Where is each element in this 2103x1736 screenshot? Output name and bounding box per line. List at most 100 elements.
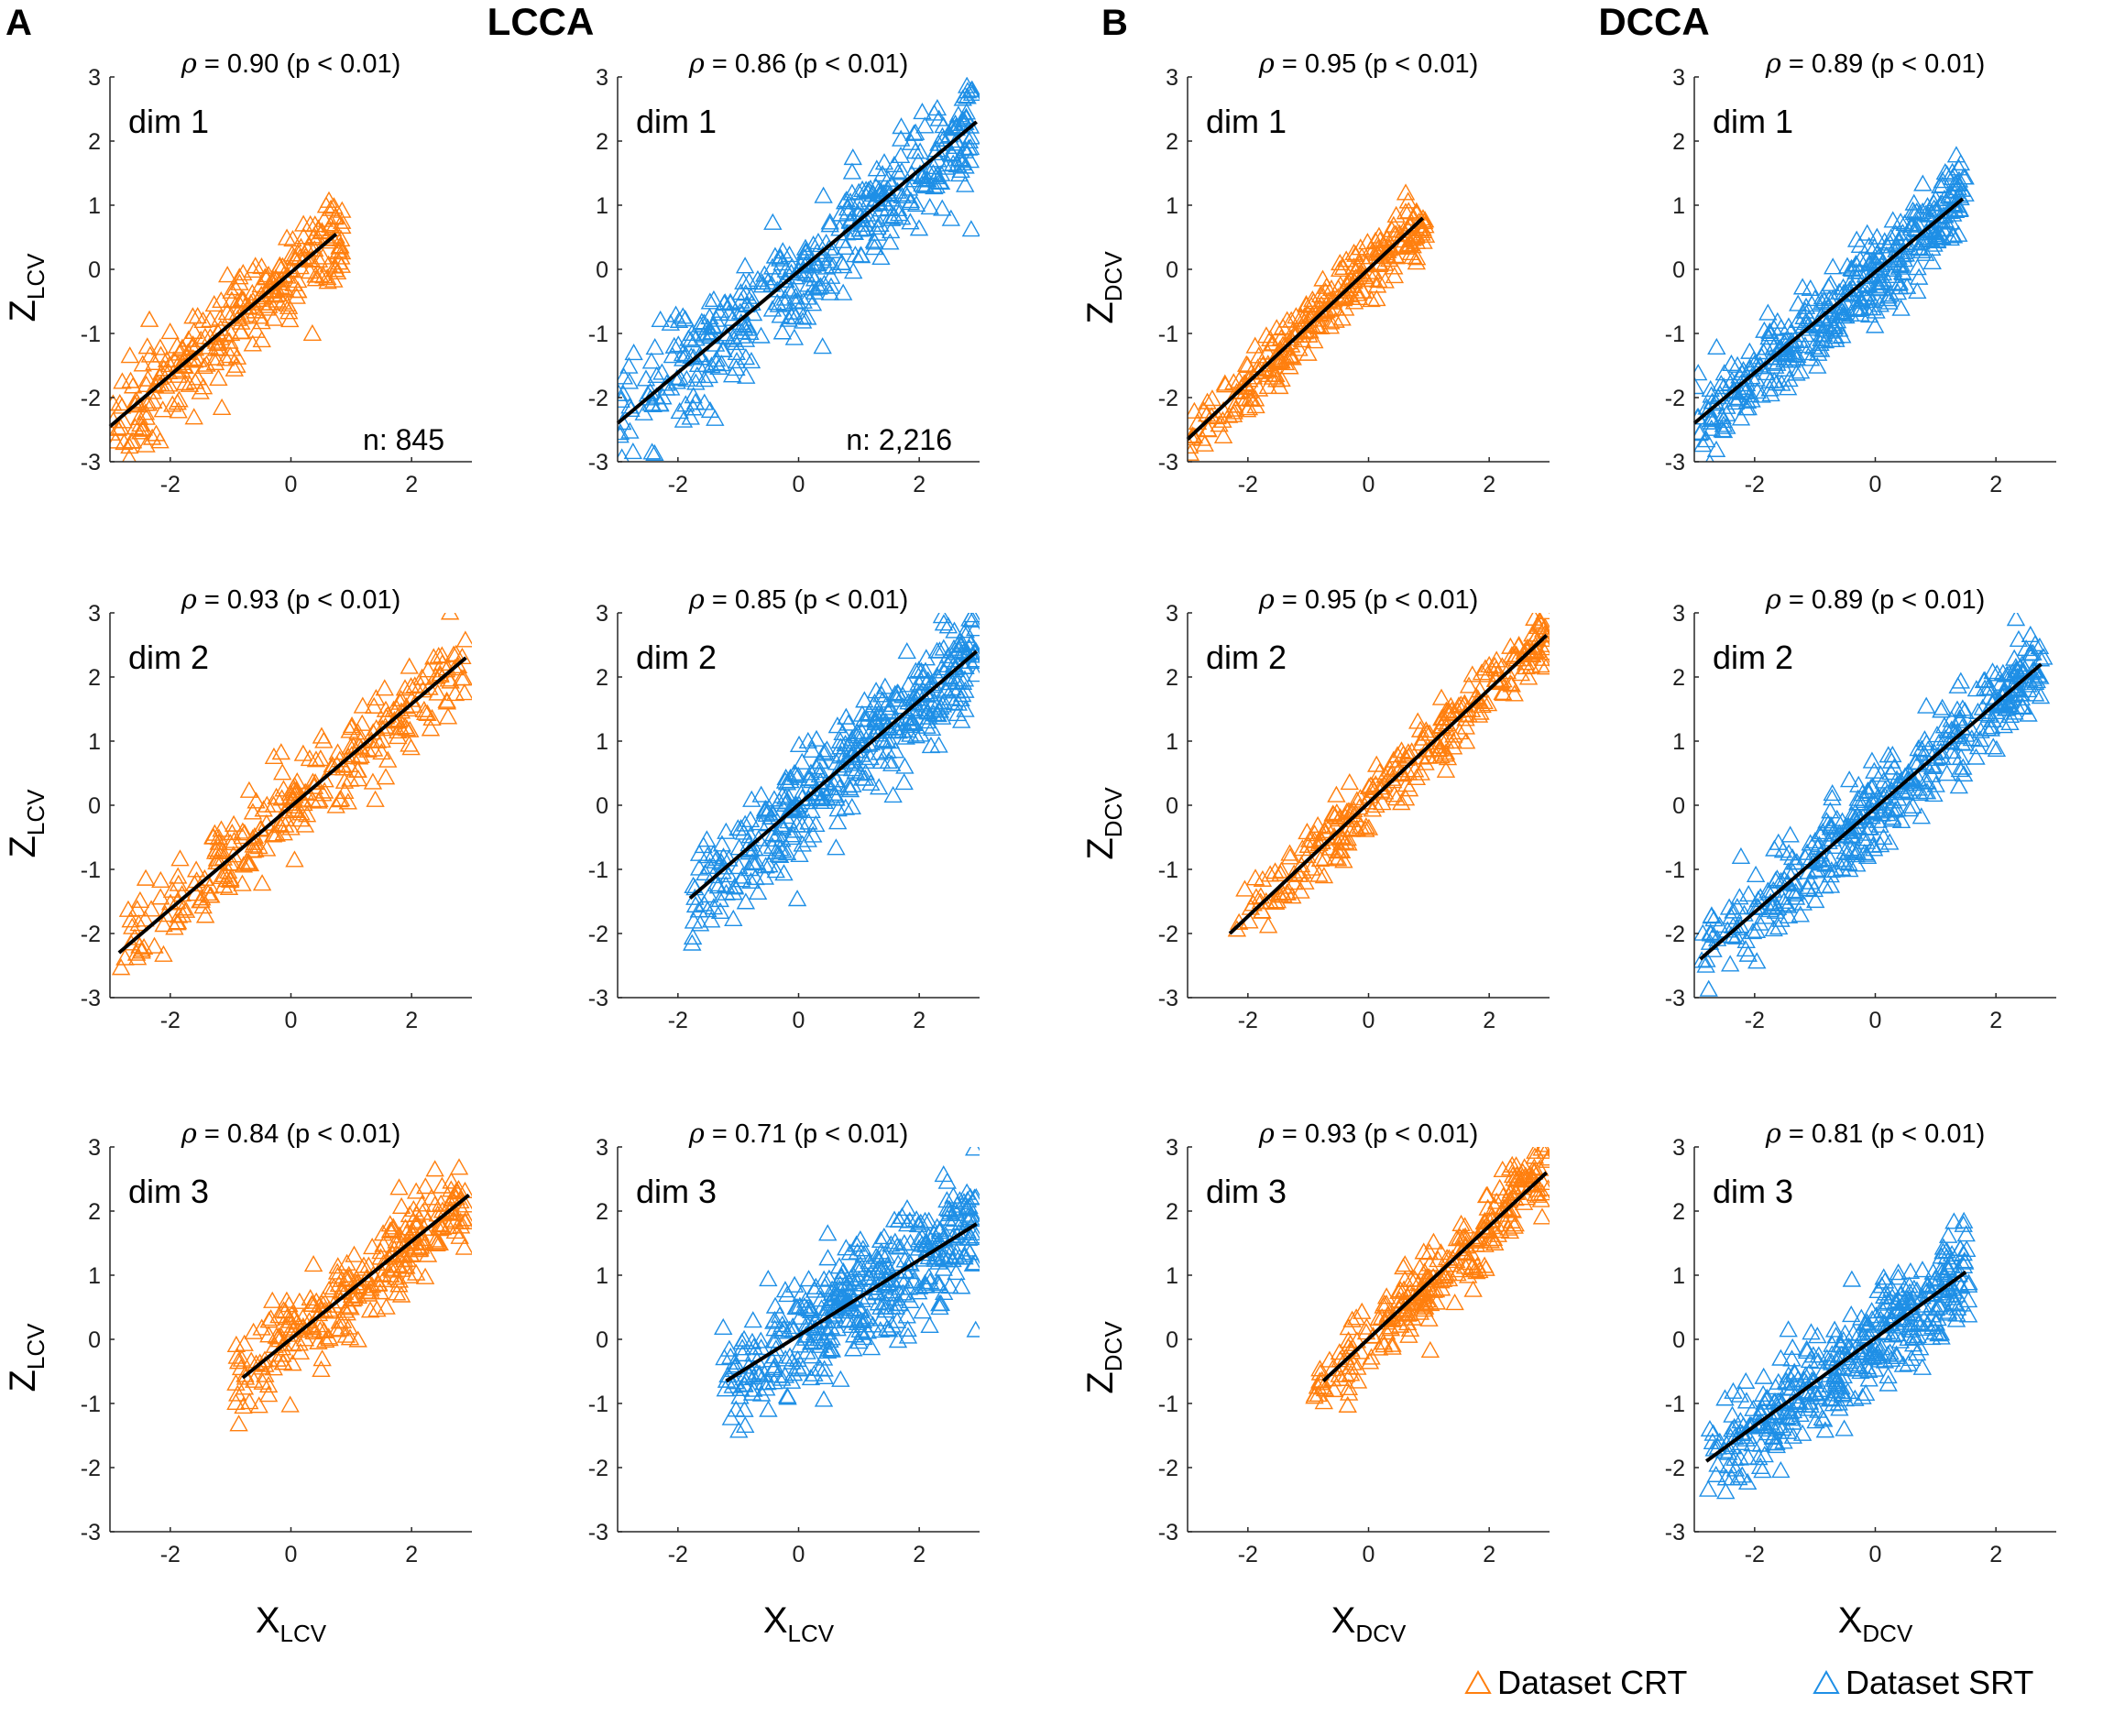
data-point — [773, 242, 793, 259]
data-point — [805, 1281, 825, 1298]
data-point — [212, 398, 232, 415]
dim-label: dim 3 — [1206, 1173, 1287, 1210]
data-point — [1334, 851, 1353, 868]
data-point — [1298, 305, 1318, 322]
data-point — [960, 613, 980, 627]
data-point — [400, 1266, 419, 1283]
data-point — [1878, 1366, 1898, 1384]
data-point — [871, 1261, 892, 1279]
data-point — [799, 1270, 818, 1287]
data-point — [360, 1301, 380, 1318]
data-point — [221, 871, 240, 889]
data-point — [1438, 748, 1458, 766]
data-point — [1225, 396, 1244, 413]
data-point — [673, 344, 693, 362]
data-point — [756, 857, 775, 874]
data-point — [878, 702, 898, 719]
data-point — [869, 1294, 889, 1311]
data-point — [1916, 244, 1935, 261]
data-point — [206, 348, 225, 366]
y-tick-label: -2 — [588, 1456, 608, 1481]
data-point — [897, 1199, 917, 1217]
data-point — [1813, 823, 1833, 840]
data-point — [246, 792, 266, 809]
data-point — [1237, 400, 1257, 418]
data-point — [822, 1283, 842, 1301]
y-tick-label: 2 — [596, 1199, 608, 1225]
data-point — [1988, 664, 2007, 682]
data-point — [1764, 338, 1783, 355]
y-axis-label: ZDCV — [1080, 1321, 1127, 1394]
data-point — [1959, 1273, 1978, 1291]
data-point — [1258, 377, 1278, 394]
data-point — [448, 1183, 467, 1200]
data-point — [290, 1334, 309, 1351]
data-point — [732, 1338, 752, 1356]
data-point — [957, 109, 976, 126]
data-point — [1694, 951, 1712, 968]
data-point — [1431, 1243, 1451, 1261]
data-point — [1962, 729, 1981, 747]
data-point — [746, 868, 765, 886]
data-point — [252, 874, 272, 891]
data-point — [1373, 793, 1392, 811]
data-point — [663, 346, 682, 364]
x-tick-label: 2 — [1989, 1008, 2002, 1033]
data-point — [1747, 952, 1767, 969]
data-point — [1407, 253, 1427, 270]
y-tick-label: 2 — [596, 665, 608, 691]
data-point — [1835, 842, 1855, 859]
dim-label: dim 1 — [1713, 103, 1793, 140]
data-point — [340, 721, 359, 738]
data-point — [653, 388, 673, 405]
data-point — [932, 658, 952, 676]
data-point — [293, 744, 313, 761]
data-point — [448, 656, 468, 674]
x-axis-label: XDCV — [1838, 1600, 1913, 1647]
data-point — [965, 1253, 980, 1271]
rho-symbol: ρ — [1765, 48, 1781, 79]
data-point — [805, 282, 825, 300]
data-point — [913, 1228, 932, 1246]
data-point — [1330, 1343, 1349, 1360]
data-point — [956, 700, 975, 717]
data-point — [934, 116, 953, 134]
data-point — [1710, 915, 1729, 934]
y-tick-label: 3 — [88, 1135, 101, 1161]
data-point — [336, 1326, 356, 1343]
data-point — [136, 868, 156, 886]
data-point — [695, 370, 715, 388]
data-point — [332, 247, 351, 265]
data-point — [214, 876, 234, 893]
data-point — [915, 116, 935, 134]
data-point — [645, 443, 664, 462]
data-point — [422, 708, 442, 726]
data-point — [1874, 827, 1893, 846]
data-point — [234, 264, 253, 281]
data-point — [153, 400, 172, 418]
data-point — [898, 1319, 917, 1337]
data-point — [782, 307, 802, 324]
data-point — [1219, 406, 1239, 423]
data-point — [1315, 1380, 1335, 1397]
data-point — [809, 278, 828, 295]
data-point — [430, 1233, 449, 1251]
data-point — [381, 1265, 400, 1283]
data-point — [913, 1302, 932, 1319]
y-tick-label: 1 — [1166, 193, 1178, 219]
data-point — [965, 651, 980, 670]
data-point — [913, 103, 932, 120]
data-point — [1459, 1252, 1479, 1271]
data-point — [778, 1285, 797, 1303]
data-point — [1862, 751, 1882, 769]
data-point — [1749, 913, 1769, 931]
data-point — [1436, 743, 1456, 760]
data-point — [442, 1172, 461, 1189]
data-point — [1703, 412, 1722, 430]
data-point — [1771, 1348, 1791, 1366]
data-point — [311, 1320, 330, 1338]
y-axis-label: ZDCV — [1080, 251, 1127, 324]
legend: Dataset CRT Dataset SRT — [1464, 1664, 2033, 1701]
data-point — [281, 818, 301, 835]
data-point — [1855, 843, 1874, 861]
